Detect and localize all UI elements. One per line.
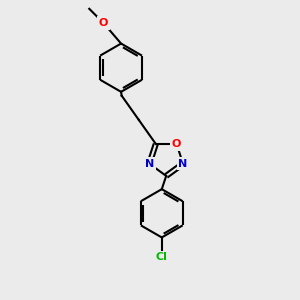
Text: N: N <box>178 159 188 169</box>
Text: N: N <box>145 159 154 169</box>
Text: O: O <box>99 18 108 28</box>
Text: Cl: Cl <box>156 253 168 262</box>
Text: O: O <box>172 139 181 149</box>
